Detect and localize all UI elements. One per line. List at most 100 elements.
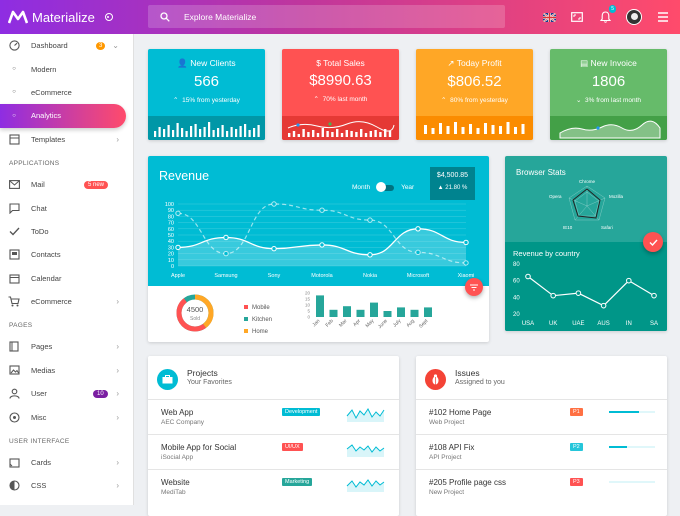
sidebar-label: eCommerce [31, 297, 72, 307]
data-point [550, 292, 557, 299]
search-input[interactable]: Explore Materialize [184, 11, 257, 22]
stat-sparkline [424, 122, 525, 134]
spark-bar [454, 122, 457, 134]
month-year-switch[interactable] [376, 182, 395, 192]
stat-sparkline-area [550, 116, 667, 140]
spark-bar [439, 123, 442, 134]
y-tick-label: 20 [168, 252, 174, 258]
brand[interactable]: Materialize [8, 0, 113, 34]
issue-row[interactable]: #102 Home Page Web Project P1 [416, 399, 667, 434]
project-row[interactable]: Website MediTab Marketing [148, 469, 399, 504]
y-tick-label: 15 [305, 297, 311, 302]
x-tick-label: May [364, 318, 375, 329]
chevron-right-icon: › [116, 134, 119, 144]
circle-icon: ○ [12, 89, 16, 96]
template-icon [8, 133, 20, 145]
radar-label-ie10: IE10 [563, 225, 573, 230]
sidebar-item-calendar[interactable]: Calendar [0, 267, 133, 290]
x-tick-label: AUS [597, 321, 609, 327]
issue-progress-fill [609, 411, 639, 413]
sidebar-item-todo[interactable]: ToDo [0, 220, 133, 243]
page-icon [8, 341, 20, 353]
radar-label-chrome: Chrome [579, 179, 596, 184]
sidebar-item-analytics[interactable]: ○ Analytics [0, 104, 126, 128]
x-tick-label: Motorola [311, 273, 333, 279]
project-tag: Marketing [282, 478, 313, 486]
sidebar-item-contacts[interactable]: Contacts [0, 243, 133, 266]
spark-bar [292, 131, 296, 137]
sidebar-label: Medias [31, 365, 56, 375]
spark-bar [355, 132, 358, 137]
spark-bar [388, 131, 392, 137]
sidebar-item-mail[interactable]: Mail 5 new [0, 173, 133, 196]
chevron-down-icon: ⌄ [112, 41, 119, 51]
sidebar-item-user[interactable]: User 10 › [0, 382, 133, 405]
sidebar-item-templates[interactable]: Templates › [0, 128, 133, 151]
fullscreen-icon[interactable] [570, 10, 584, 24]
spark-bar [248, 130, 251, 137]
issues-card: Issues Assigned to you #102 Home Page We… [416, 356, 667, 516]
sidebar-item-misc[interactable]: Misc › [0, 405, 133, 428]
spark-dot [296, 123, 300, 127]
revenue-country-title: Revenue by country [513, 249, 580, 258]
spark-bar [172, 130, 175, 137]
spark-bar [212, 130, 215, 137]
issue-progress-track [609, 446, 655, 448]
sidebar-label: Cards [31, 458, 52, 468]
projects-icon-circle [157, 369, 178, 390]
issue-row[interactable]: #108 API Fix API Project P2 [416, 434, 667, 469]
sidebar-item-pages[interactable]: Pages › [0, 335, 133, 358]
stat-value: $806.52 [447, 73, 502, 90]
sidebar-label: Pages [31, 342, 53, 352]
x-tick-label: Apple [171, 273, 185, 279]
y-tick-label: 80 [513, 262, 520, 268]
chevron-right-icon: › [116, 389, 119, 399]
project-row[interactable]: Mobile App for Social iSocial App UI/UX [148, 434, 399, 469]
notifications-icon[interactable]: 5 [598, 5, 616, 24]
sidebar-item-css[interactable]: CSS › [0, 474, 133, 497]
sidebar-item-medias[interactable]: Medias › [0, 359, 133, 382]
sidebar-item-modern[interactable]: ○ Modern [0, 57, 133, 80]
issue-priority: P1 [570, 408, 583, 416]
issue-row[interactable]: #205 Profile page css New Project P3 [416, 469, 667, 504]
project-row[interactable]: Web App AEC Company Development [148, 399, 399, 434]
uk-flag-icon[interactable] [542, 10, 556, 24]
circle-icon: ○ [12, 112, 16, 119]
spark-bar [312, 130, 315, 137]
sidebar-item-cards[interactable]: Cards › [0, 451, 133, 474]
stat-title: New Invoice [590, 58, 637, 68]
sidebar-item-chat[interactable]: Chat [0, 196, 133, 219]
x-tick-label: Apr [352, 318, 362, 328]
stat-value: 1806 [591, 73, 626, 90]
stat-title: Today Profit [456, 58, 502, 68]
sidebar-item-ecommerce[interactable]: ○ eCommerce [0, 81, 133, 104]
spark-bar [506, 122, 510, 134]
revenue-fab[interactable] [465, 278, 483, 296]
x-tick-label: Microsoft [407, 273, 430, 279]
spark-bar [499, 126, 502, 134]
search-bar[interactable]: Explore Materialize [148, 5, 505, 28]
chevron-right-icon: › [116, 412, 119, 422]
data-point [271, 245, 277, 252]
spark-dot [328, 122, 332, 126]
stat-card-new-invoice: ▤ New Invoice 1806 ⌄ 3% from last month [550, 49, 667, 140]
stat-sparkline-area [416, 116, 533, 140]
chat-toggle-icon[interactable] [656, 10, 670, 24]
sidebar-item-dashboard[interactable]: Dashboard 3 ⌄ [0, 34, 133, 57]
stat-card-total-sales: $ Total Sales $8990.63 ⌃ 70% last month [282, 49, 399, 140]
check-fab[interactable] [643, 232, 663, 252]
spark-bar [208, 122, 211, 137]
data-point [463, 239, 469, 246]
x-tick-label: July [392, 318, 403, 329]
project-sparkline [346, 408, 385, 422]
stat-title: Total Sales [323, 58, 365, 68]
spark-bar [167, 125, 170, 137]
user-avatar[interactable] [626, 9, 642, 25]
mail-badge: 5 new [84, 180, 109, 189]
top-navbar: Materialize Explore Materialize 5 [0, 0, 680, 34]
sidebar-item-ecommerce-app[interactable]: eCommerce › [0, 290, 133, 313]
sidebar-toggle-icon[interactable] [104, 13, 113, 21]
issue-project: API Project [429, 454, 462, 461]
person-add-icon: 👤 [177, 58, 188, 68]
legend-swatch [244, 305, 248, 309]
